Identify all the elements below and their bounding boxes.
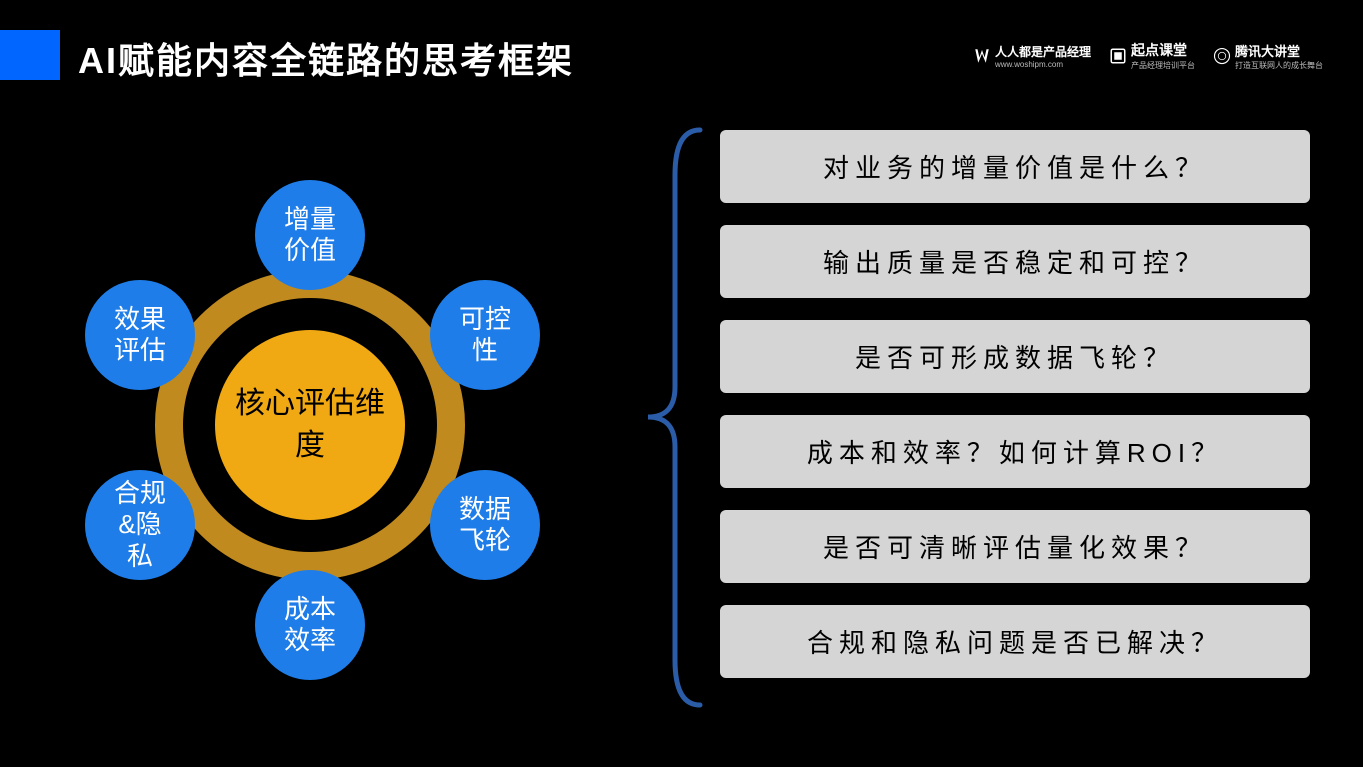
tencent-text: 腾讯大讲堂: [1235, 41, 1323, 60]
diagram-center: 核心评估维度: [215, 330, 405, 520]
diagram-node-2: 数据 飞轮: [430, 470, 540, 580]
woshipm-sub: www.woshipm.com: [995, 60, 1091, 69]
slide-title: AI赋能内容全链路的思考框架: [78, 32, 574, 84]
logo-woshipm: 人人都是产品经理 www.woshipm.com: [973, 43, 1091, 69]
diagram-node-0: 增量 价值: [255, 180, 365, 290]
curly-bracket: [640, 125, 710, 710]
diagram-center-label: 核心评估维度: [235, 383, 385, 467]
question-box-3: 成本和效率？如何计算ROI？: [720, 415, 1310, 488]
qidian-sub: 产品经理培训平台: [1131, 60, 1195, 71]
diagram-node-4: 合规 &隐 私: [85, 470, 195, 580]
logo-tencent: 腾讯大讲堂 打造互联网人的成长舞台: [1213, 41, 1323, 71]
question-box-5: 合规和隐私问题是否已解决？: [720, 605, 1310, 678]
woshipm-icon: [973, 47, 991, 65]
question-box-1: 输出质量是否稳定和可控？: [720, 225, 1310, 298]
qidian-text: 起点课堂: [1131, 40, 1195, 60]
question-box-2: 是否可形成数据飞轮？: [720, 320, 1310, 393]
radial-diagram: 核心评估维度 增量 价值可控 性数据 飞轮成本 效率合规 &隐 私效果 评估: [60, 170, 560, 710]
diagram-node-3: 成本 效率: [255, 570, 365, 680]
question-box-4: 是否可清晰评估量化效果？: [720, 510, 1310, 583]
tencent-icon: [1213, 47, 1231, 65]
qidian-icon: [1109, 47, 1127, 65]
question-list: 对业务的增量价值是什么？ 输出质量是否稳定和可控？ 是否可形成数据飞轮？ 成本和效率？…: [720, 130, 1310, 700]
logo-bar: 人人都是产品经理 www.woshipm.com 起点课堂 产品经理培训平台 腾…: [973, 40, 1323, 71]
woshipm-text: 人人都是产品经理: [995, 43, 1091, 60]
logo-qidian: 起点课堂 产品经理培训平台: [1109, 40, 1195, 71]
diagram-node-1: 可控 性: [430, 280, 540, 390]
diagram-node-5: 效果 评估: [85, 280, 195, 390]
tencent-sub: 打造互联网人的成长舞台: [1235, 60, 1323, 71]
question-box-0: 对业务的增量价值是什么？: [720, 130, 1310, 203]
title-accent-bar: [0, 30, 60, 80]
